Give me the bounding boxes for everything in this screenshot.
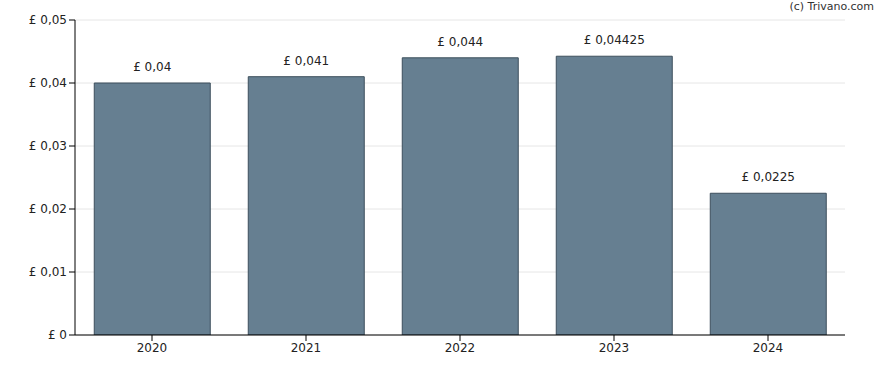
svg-text:£ 0,01: £ 0,01: [29, 265, 67, 279]
svg-text:£ 0,04425: £ 0,04425: [584, 33, 645, 47]
svg-text:£ 0,04: £ 0,04: [29, 76, 67, 90]
svg-text:2024: 2024: [753, 341, 784, 355]
svg-text:2023: 2023: [599, 341, 630, 355]
svg-text:£ 0,041: £ 0,041: [283, 54, 329, 68]
svg-text:£ 0,0225: £ 0,0225: [742, 170, 795, 184]
svg-text:£ 0: £ 0: [48, 328, 67, 342]
svg-text:£ 0,03: £ 0,03: [29, 139, 67, 153]
html-text:(c) Trivano.com: (c) Trivano.com: [789, 0, 874, 13]
svg-text:£ 0,02: £ 0,02: [29, 202, 67, 216]
svg-text:£ 0,044: £ 0,044: [437, 35, 483, 49]
svg-text:£ 0,05: £ 0,05: [29, 13, 67, 27]
svg-text:2020: 2020: [137, 341, 168, 355]
svg-text:2021: 2021: [291, 341, 322, 355]
svg-text:£ 0,04: £ 0,04: [133, 60, 171, 74]
svg-text:2022: 2022: [445, 341, 476, 355]
